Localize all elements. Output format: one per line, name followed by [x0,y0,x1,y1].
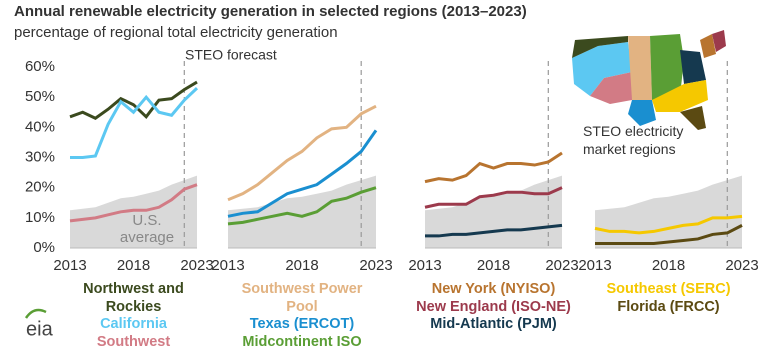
x-tick-label: 2013 [211,257,244,274]
x-tick-label: 2013 [408,257,441,274]
x-tick-label: 2013 [53,257,86,274]
legend-entry: New York (NYISO) [431,281,556,297]
subtitle: percentage of regional total electricity… [14,24,338,41]
y-tick-label: 20% [25,179,55,196]
map [572,30,726,130]
series-line [227,104,377,202]
legend: New York (NYISO) New England (ISO-NE) Mid-… [406,281,581,334]
x-tick-label: 2013 [578,257,611,274]
legend-entry: Florida (FRCC) [617,298,720,315]
x-tick-label: 2023 [545,257,578,274]
y-tick-label: 10% [25,209,55,226]
x-tick-label: 2018 [652,257,685,274]
x-tick-label: 2023 [359,257,392,274]
series-line [69,183,198,223]
annotation: U.S. [132,212,161,229]
y-tick-label: 30% [25,148,55,165]
series-line [594,214,743,235]
y-tick-label: 60% [25,58,55,75]
series-line [424,151,563,184]
annotation: average [120,229,174,246]
legend-entry: Southwest Power Pool [241,281,363,315]
series-line [227,186,377,226]
legend-entry: Midcontinent ISO [242,333,362,350]
legend-entry: Northwest and Rockies [83,281,184,315]
series-line [227,129,378,218]
legend-entry: Southwest [96,333,171,350]
us-average-area [425,175,562,248]
legend: Southwest Power Pool Texas (ERCOT) Midcont… [227,281,377,351]
legend: Southeast (SERC) Florida (FRCC) [594,281,744,316]
legend-entry: Southeast (SERC) [606,281,731,297]
us-average-area [595,175,742,248]
logo-text: eia [26,318,54,340]
x-tick-label: 2023 [180,257,213,274]
map-label: STEO electricity market regions [583,123,684,157]
forecast-label: STEO forecast [185,47,277,63]
x-tick-label: 2018 [477,257,510,274]
legend-entry: Texas (ERCOT) [249,316,355,332]
legend-entry: California [100,316,167,332]
legend-entry: Mid-Atlantic (PJM) [430,316,557,332]
us-average-area [228,175,376,248]
x-tick-label: 2023 [725,257,758,274]
y-tick-label: 0% [33,239,55,256]
x-tick-label: 2018 [285,257,318,274]
x-tick-label: 2018 [117,257,150,274]
series-line [70,87,199,159]
legend-entry: New England (ISO-NE) [416,298,571,315]
y-tick-label: 40% [25,118,55,135]
series-line [424,186,563,209]
series-line [425,223,563,238]
series-line [595,224,743,245]
y-tick-label: 50% [25,88,55,105]
eia-logo: eia [24,308,54,340]
series-line [69,80,198,121]
legend: Northwest and Rockies California Southwest [59,281,209,351]
title: Annual renewable electricity generation … [14,3,527,20]
